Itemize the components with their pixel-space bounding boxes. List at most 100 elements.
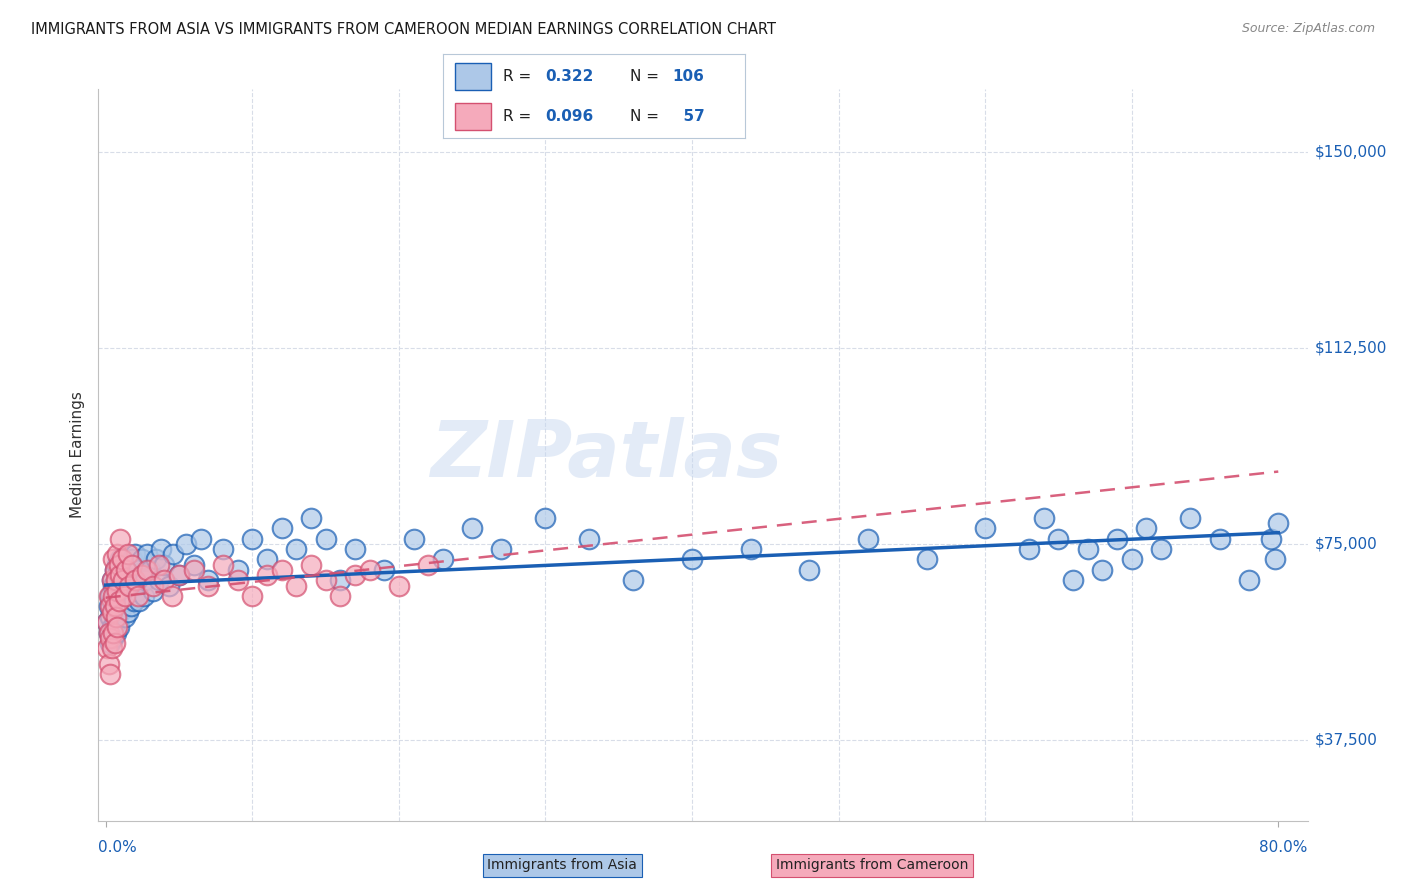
Point <box>621 574 644 588</box>
Point <box>1267 516 1289 530</box>
Point <box>329 574 352 588</box>
Point <box>98 599 121 614</box>
Point <box>125 583 148 598</box>
Text: N =: N = <box>630 69 664 84</box>
Text: 106: 106 <box>672 69 704 84</box>
Point <box>388 578 411 592</box>
Point <box>107 547 129 561</box>
Point <box>117 578 139 592</box>
Point <box>148 574 170 588</box>
Point <box>115 568 138 582</box>
Point <box>256 552 278 566</box>
Point <box>240 532 263 546</box>
Point <box>1264 552 1286 566</box>
Point <box>98 610 121 624</box>
Point <box>98 667 121 681</box>
Bar <box>456 103 491 130</box>
Y-axis label: Median Earnings: Median Earnings <box>70 392 86 518</box>
Point <box>111 552 134 566</box>
Point <box>110 605 132 619</box>
Point <box>285 541 308 556</box>
Point <box>103 563 125 577</box>
Text: IMMIGRANTS FROM ASIA VS IMMIGRANTS FROM CAMEROON MEDIAN EARNINGS CORRELATION CHA: IMMIGRANTS FROM ASIA VS IMMIGRANTS FROM … <box>31 22 776 37</box>
Point <box>107 558 129 572</box>
Point <box>915 552 938 566</box>
Point <box>197 578 219 592</box>
Point <box>343 541 366 556</box>
Text: 80.0%: 80.0% <box>1260 840 1308 855</box>
Point <box>1121 552 1143 566</box>
Point <box>418 558 440 572</box>
Point <box>226 574 249 588</box>
Point <box>315 532 337 546</box>
Text: N =: N = <box>630 109 664 124</box>
Point <box>270 563 292 577</box>
Point <box>1105 532 1128 546</box>
Point <box>105 610 128 624</box>
Bar <box>456 62 491 90</box>
Point <box>799 563 821 577</box>
Text: R =: R = <box>503 109 537 124</box>
Point <box>105 574 128 588</box>
Point <box>1208 532 1230 546</box>
Point <box>150 541 173 556</box>
Point <box>1018 541 1040 556</box>
Text: 0.096: 0.096 <box>546 109 593 124</box>
Point <box>183 558 205 572</box>
Point <box>1062 574 1084 588</box>
Point <box>162 547 184 561</box>
Text: $37,500: $37,500 <box>1315 732 1378 747</box>
Point <box>100 620 122 634</box>
Point <box>117 605 139 619</box>
Point <box>101 578 124 592</box>
Point <box>111 563 134 577</box>
Point <box>134 574 156 588</box>
Point <box>110 552 132 566</box>
Point <box>127 589 149 603</box>
Point <box>578 532 600 546</box>
Point <box>1032 510 1054 524</box>
Point <box>100 594 122 608</box>
Point <box>110 578 132 592</box>
Point <box>681 552 703 566</box>
Point <box>114 610 136 624</box>
Point <box>97 625 120 640</box>
Point <box>1077 541 1099 556</box>
Point <box>153 574 176 588</box>
Point <box>1237 574 1260 588</box>
Point <box>402 532 425 546</box>
Point <box>112 599 135 614</box>
Point <box>103 589 125 603</box>
Point <box>103 636 125 650</box>
Point <box>121 552 143 566</box>
Point <box>432 552 454 566</box>
Point <box>107 620 129 634</box>
Point <box>373 563 395 577</box>
Point <box>124 574 146 588</box>
Point <box>105 625 128 640</box>
Point <box>212 558 235 572</box>
Text: Immigrants from Cameroon: Immigrants from Cameroon <box>776 858 967 872</box>
Point <box>108 594 131 608</box>
Point <box>142 578 165 592</box>
Point <box>299 558 322 572</box>
Point <box>212 541 235 556</box>
Point <box>1260 532 1282 546</box>
Point <box>534 510 557 524</box>
Point <box>100 605 122 619</box>
Point <box>98 589 121 603</box>
Point <box>111 589 134 603</box>
Point <box>110 568 132 582</box>
Point <box>135 563 157 577</box>
Point <box>103 599 125 614</box>
Point <box>114 589 136 603</box>
Point <box>100 641 122 656</box>
Point <box>329 589 352 603</box>
Text: R =: R = <box>503 69 537 84</box>
Point <box>190 532 212 546</box>
Point <box>97 625 120 640</box>
Point <box>131 568 153 582</box>
Text: $112,500: $112,500 <box>1315 341 1386 355</box>
Point <box>183 563 205 577</box>
Point <box>100 574 122 588</box>
